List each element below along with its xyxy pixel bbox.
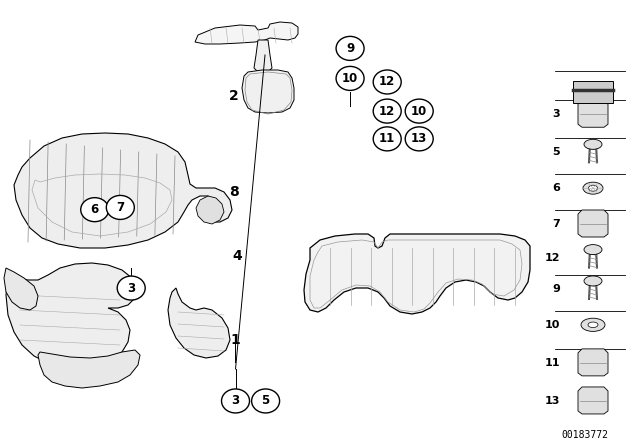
Ellipse shape xyxy=(106,195,134,220)
Text: 10: 10 xyxy=(342,72,358,85)
Polygon shape xyxy=(578,349,608,376)
Ellipse shape xyxy=(252,389,280,413)
Text: 1: 1 xyxy=(230,333,240,348)
Ellipse shape xyxy=(117,276,145,300)
Polygon shape xyxy=(578,210,608,237)
Ellipse shape xyxy=(81,198,109,222)
Ellipse shape xyxy=(405,127,433,151)
Polygon shape xyxy=(304,234,530,314)
Text: 4: 4 xyxy=(232,249,242,263)
Ellipse shape xyxy=(584,276,602,286)
Ellipse shape xyxy=(373,70,401,94)
Text: 12: 12 xyxy=(379,104,396,118)
Text: 3: 3 xyxy=(232,394,239,408)
Polygon shape xyxy=(168,288,230,358)
Polygon shape xyxy=(254,40,272,72)
Ellipse shape xyxy=(588,322,598,327)
Text: 3: 3 xyxy=(127,281,135,295)
Ellipse shape xyxy=(336,66,364,90)
Text: 13: 13 xyxy=(545,396,560,406)
Ellipse shape xyxy=(589,185,598,191)
Ellipse shape xyxy=(584,245,602,254)
Bar xyxy=(573,81,613,103)
Ellipse shape xyxy=(405,99,433,123)
Text: 9: 9 xyxy=(346,42,354,55)
Ellipse shape xyxy=(373,99,401,123)
Text: 5: 5 xyxy=(552,147,560,157)
Text: 00183772: 00183772 xyxy=(561,430,609,440)
Ellipse shape xyxy=(583,182,603,194)
Ellipse shape xyxy=(373,127,401,151)
Ellipse shape xyxy=(221,389,250,413)
Polygon shape xyxy=(195,22,298,44)
Text: 13: 13 xyxy=(411,132,428,146)
Text: 10: 10 xyxy=(545,320,560,330)
Text: 6: 6 xyxy=(552,183,560,193)
Text: 11: 11 xyxy=(545,358,560,368)
Text: 8: 8 xyxy=(228,185,239,199)
Polygon shape xyxy=(196,196,224,224)
Text: 11: 11 xyxy=(379,132,396,146)
Polygon shape xyxy=(578,387,608,414)
Text: 3: 3 xyxy=(552,109,560,119)
Text: 10: 10 xyxy=(411,104,428,118)
Text: 2: 2 xyxy=(228,89,239,103)
Text: 9: 9 xyxy=(552,284,560,294)
Ellipse shape xyxy=(584,139,602,149)
Ellipse shape xyxy=(336,36,364,60)
Polygon shape xyxy=(4,268,38,310)
Polygon shape xyxy=(38,350,140,388)
Polygon shape xyxy=(6,263,136,368)
Polygon shape xyxy=(14,133,232,248)
Text: 12: 12 xyxy=(545,253,560,263)
Text: 12: 12 xyxy=(379,75,396,89)
Text: 6: 6 xyxy=(91,203,99,216)
Text: 5: 5 xyxy=(262,394,269,408)
Text: 7: 7 xyxy=(116,201,124,214)
Ellipse shape xyxy=(581,318,605,332)
Text: 7: 7 xyxy=(552,219,560,229)
Polygon shape xyxy=(578,100,608,127)
Polygon shape xyxy=(242,70,294,113)
